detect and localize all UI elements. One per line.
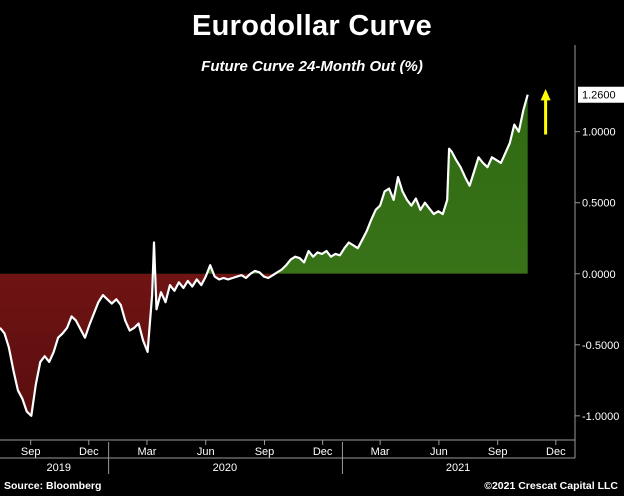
x-tick-label: Sep bbox=[21, 446, 41, 458]
x-tick-label: Sep bbox=[488, 446, 508, 458]
x-year-label: 2021 bbox=[446, 462, 470, 474]
x-year-label: 2019 bbox=[47, 462, 71, 474]
x-tick-label: Mar bbox=[137, 446, 156, 458]
up-arrow-head-icon bbox=[540, 89, 551, 101]
source-note: Source: Bloomberg bbox=[4, 480, 102, 492]
negative-area bbox=[0, 273, 528, 416]
copyright-note: ©2021 Crescat Capital LLC bbox=[484, 480, 618, 492]
chart-subtitle: Future Curve 24-Month Out (%) bbox=[201, 58, 423, 75]
x-tick-label: Dec bbox=[546, 446, 566, 458]
last-value-label: 1.2600 bbox=[582, 90, 616, 102]
x-tick-label: Mar bbox=[371, 446, 390, 458]
y-tick-label: -1.0000 bbox=[582, 411, 619, 423]
x-year-label: 2020 bbox=[213, 462, 237, 474]
y-tick-label: 1.0000 bbox=[582, 127, 616, 139]
x-tick-label: Sep bbox=[255, 446, 275, 458]
x-tick-label: Jun bbox=[197, 446, 215, 458]
y-tick-label: 0.0000 bbox=[582, 269, 616, 281]
y-tick-label: 0.5000 bbox=[582, 198, 616, 210]
positive-area bbox=[152, 94, 528, 274]
x-tick-label: Jun bbox=[430, 446, 448, 458]
last-value-box bbox=[578, 86, 624, 103]
series-line bbox=[0, 94, 529, 417]
y-tick-label: -0.5000 bbox=[582, 340, 619, 352]
x-tick-label: Dec bbox=[79, 446, 99, 458]
chart-title: Eurodollar Curve bbox=[191, 10, 433, 42]
x-tick-label: Dec bbox=[313, 446, 333, 458]
